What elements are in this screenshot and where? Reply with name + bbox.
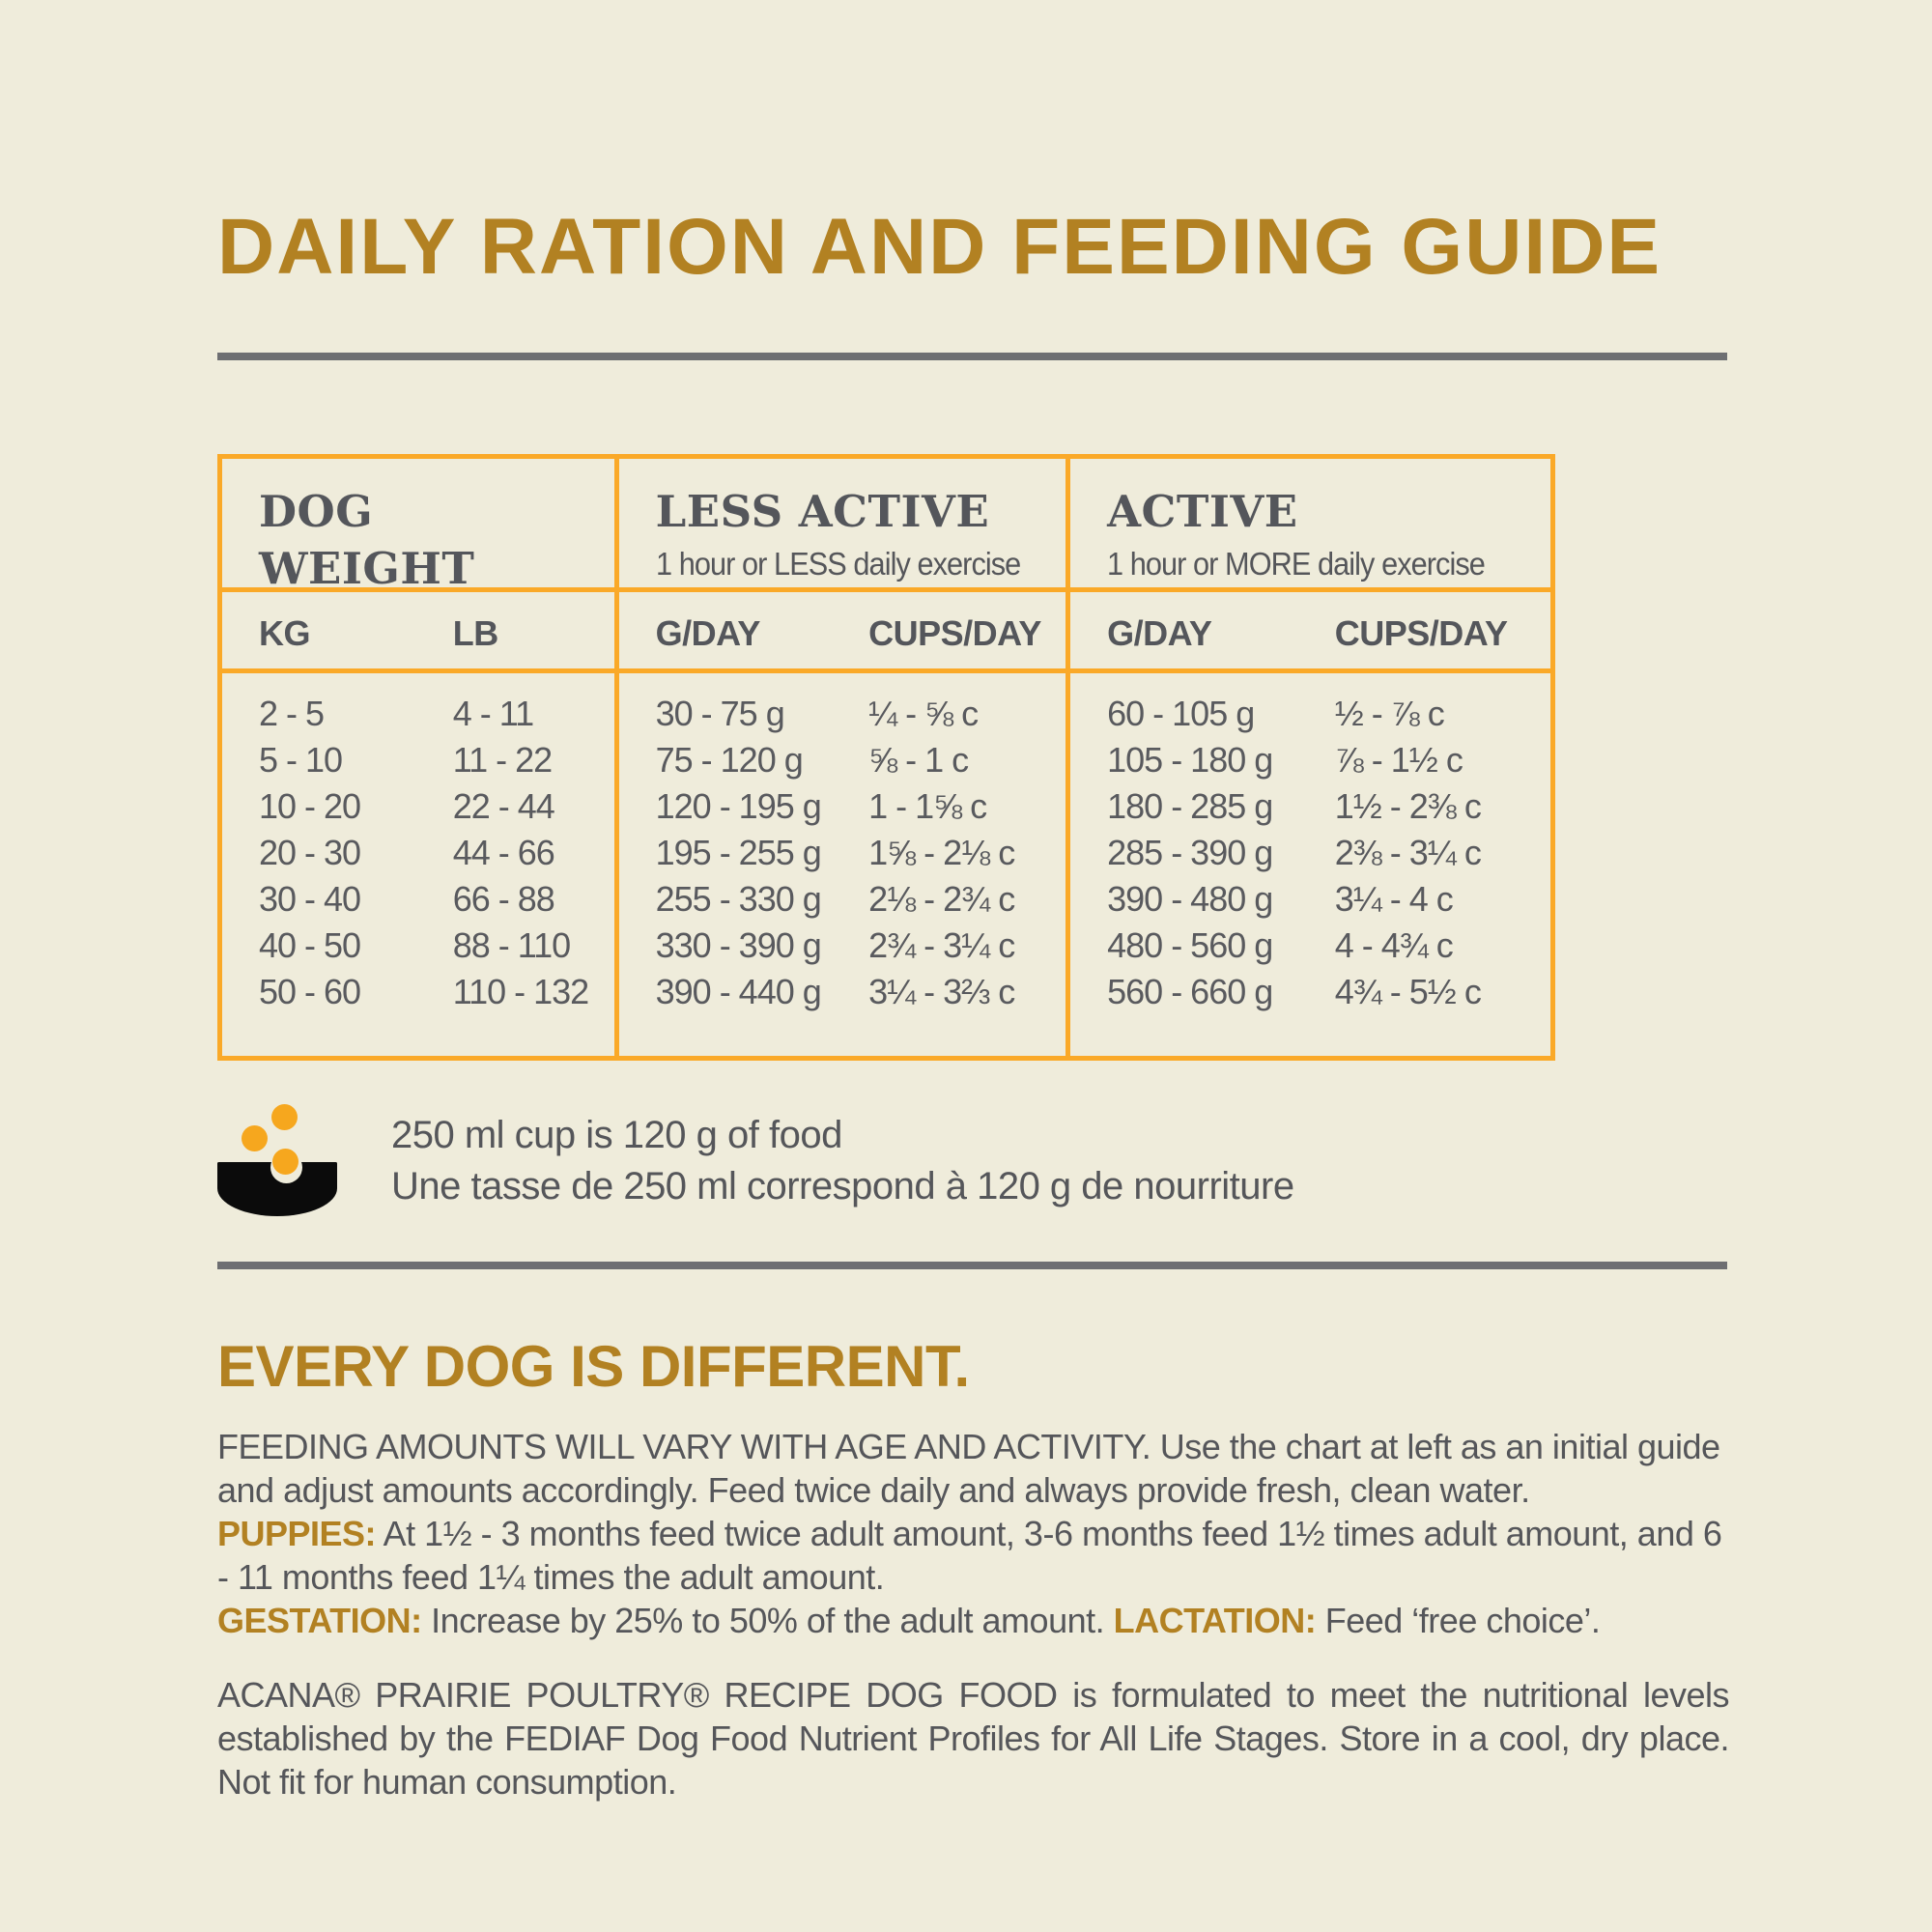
puppies-paragraph: PUPPIES: At 1½ - 3 months feed twice adu…	[217, 1512, 1729, 1599]
table-cell: 30 - 40	[259, 879, 361, 919]
col-cupsday-less-active: ¼ - ⅝ c ⅝ - 1 c 1 - 1⅝ c 1⅝ - 2⅛ c 2⅛ - …	[832, 673, 1065, 1056]
puppies-text: At 1½ - 3 months feed twice adult amount…	[217, 1514, 1722, 1597]
table-cell: 66 - 88	[452, 879, 555, 919]
subheader-kg: KG	[222, 592, 416, 673]
table-cell: 4 - 11	[452, 694, 534, 733]
puppies-label: PUPPIES:	[217, 1514, 377, 1553]
table-cell: 2⅜ - 3¼ c	[1334, 833, 1482, 872]
lactation-text: Feed ‘free choice’.	[1316, 1601, 1601, 1640]
table-cell: 44 - 66	[452, 833, 555, 872]
feeding-amounts-paragraph: FEEDING AMOUNTS WILL VARY WITH AGE AND A…	[217, 1425, 1729, 1512]
table-cell: 60 - 105 g	[1107, 694, 1255, 733]
table-cell: 2⅛ - 2¾ c	[868, 879, 1015, 919]
kibble-icon	[242, 1125, 268, 1151]
table-cell: 11 - 22	[452, 740, 553, 780]
table-cell: ¼ - ⅝ c	[868, 694, 979, 733]
section-heading: EVERY DOG IS DIFFERENT.	[217, 1334, 970, 1399]
lactation-label: LACTATION:	[1113, 1601, 1317, 1640]
table-cell: 195 - 255 g	[655, 833, 822, 872]
table-cell: 560 - 660 g	[1107, 972, 1273, 1011]
food-bowl-icon	[217, 1104, 337, 1216]
col-cupsday-active: ½ - ⅞ c ⅞ - 1½ c 1½ - 2⅜ c 2⅜ - 3¼ c 3¼ …	[1298, 673, 1550, 1056]
gestation-lactation-paragraph: GESTATION: Increase by 25% to 50% of the…	[217, 1599, 1729, 1642]
table-cell: 330 - 390 g	[655, 925, 822, 965]
table-cell: 4 - 4¾ c	[1334, 925, 1454, 965]
page-title: DAILY RATION AND FEEDING GUIDE	[217, 203, 1662, 291]
table-cell: 390 - 440 g	[655, 972, 822, 1011]
table-cell: 105 - 180 g	[1107, 740, 1273, 780]
table-cell: 1⅝ - 2⅛ c	[868, 833, 1015, 872]
col-group-subtitle: 1 hour or LESS daily exercise	[655, 545, 1021, 582]
divider-top	[217, 353, 1727, 360]
col-lb: 4 - 11 11 - 22 22 - 44 44 - 66 66 - 88 8…	[416, 673, 614, 1056]
col-group-active: ACTIVE 1 hour or MORE daily exercise	[1065, 459, 1550, 592]
table-cell: 3¼ - 3⅔ c	[868, 972, 1015, 1011]
col-gday-less-active: 30 - 75 g 75 - 120 g 120 - 195 g 195 - 2…	[613, 673, 833, 1056]
table-cell: 110 - 132	[452, 972, 589, 1011]
subheader-cupsday-active: CUPS/DAY	[1297, 592, 1550, 673]
table-cell: 50 - 60	[259, 972, 361, 1011]
formulation-text: ACANA® PRAIRIE POULTRY® RECIPE DOG FOOD …	[217, 1675, 1730, 1802]
col-group-title: ACTIVE	[1107, 486, 1298, 537]
col-gday-active: 60 - 105 g 105 - 180 g 180 - 285 g 285 -…	[1065, 673, 1298, 1056]
table-cell: 480 - 560 g	[1107, 925, 1273, 965]
table-cell: 3¼ - 4 c	[1334, 879, 1454, 919]
col-kg: 2 - 5 5 - 10 10 - 20 20 - 30 30 - 40 40 …	[222, 673, 416, 1056]
table-cell: 2¾ - 3¼ c	[868, 925, 1015, 965]
subheader-cupsday-less-active: CUPS/DAY	[832, 592, 1066, 673]
col-group-less-active: LESS ACTIVE 1 hour or LESS daily exercis…	[613, 459, 1066, 592]
table-cell: 390 - 480 g	[1107, 879, 1273, 919]
table-cell: 30 - 75 g	[655, 694, 785, 733]
col-group-dog-weight: DOG WEIGHT	[222, 459, 614, 592]
table-cell: 285 - 390 g	[1107, 833, 1273, 872]
table-cell: 2 - 5	[259, 694, 325, 733]
cup-note: 250 ml cup is 120 g of food Une tasse de…	[217, 1104, 1729, 1216]
table-cell: 88 - 110	[452, 925, 571, 965]
table-cell: ⅝ - 1 c	[868, 740, 969, 780]
cup-note-line-fr: Une tasse de 250 ml correspond à 120 g d…	[391, 1165, 1294, 1208]
table-cell: 22 - 44	[452, 786, 555, 826]
col-group-subtitle: 1 hour or MORE daily exercise	[1107, 545, 1486, 582]
col-group-title: DOG	[259, 486, 374, 537]
feeding-guide-table: DOG WEIGHT LESS ACTIVE 1 hour or LESS da…	[217, 454, 1555, 1061]
col-group-title: WEIGHT	[259, 542, 475, 592]
subheader-lb: LB	[415, 592, 614, 673]
table-cell: 4¾ - 5½ c	[1334, 972, 1482, 1011]
table-cell: 20 - 30	[259, 833, 361, 872]
kibble-icon	[271, 1104, 298, 1130]
table-cell: 10 - 20	[259, 786, 361, 826]
table-cell: 255 - 330 g	[655, 879, 822, 919]
formulation-paragraph: ACANA® PRAIRIE POULTRY® RECIPE DOG FOOD …	[217, 1673, 1730, 1804]
table-cell: 1½ - 2⅜ c	[1334, 786, 1482, 826]
kibble-icon	[272, 1149, 298, 1175]
table-cell: 5 - 10	[259, 740, 343, 780]
subheader-gday-less-active: G/DAY	[613, 592, 833, 673]
gestation-label: GESTATION:	[217, 1601, 422, 1640]
table-cell: 1 - 1⅝ c	[868, 786, 987, 826]
cup-note-line-en: 250 ml cup is 120 g of food	[391, 1114, 842, 1156]
table-cell: ½ - ⅞ c	[1334, 694, 1445, 733]
table-cell: 75 - 120 g	[655, 740, 804, 780]
table-cell: 120 - 195 g	[655, 786, 822, 826]
table-cell: 180 - 285 g	[1107, 786, 1273, 826]
divider-bottom	[217, 1262, 1727, 1269]
feeding-amounts-text: FEEDING AMOUNTS WILL VARY WITH AGE AND A…	[217, 1427, 1720, 1510]
table-cell: ⅞ - 1½ c	[1334, 740, 1463, 780]
subheader-gday-active: G/DAY	[1065, 592, 1298, 673]
table-cell: 40 - 50	[259, 925, 361, 965]
gestation-text: Increase by 25% to 50% of the adult amou…	[421, 1601, 1114, 1640]
col-group-title: LESS ACTIVE	[655, 486, 990, 537]
